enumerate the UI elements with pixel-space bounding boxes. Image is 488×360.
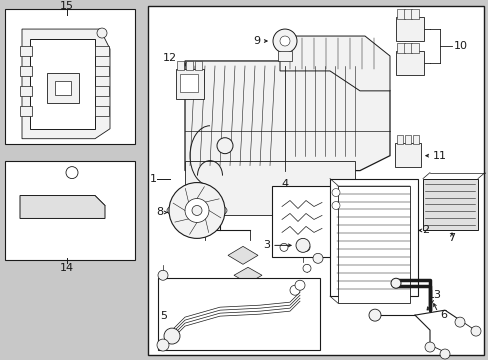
- Bar: [5, 161, 135, 260]
- Bar: [410, 43, 418, 53]
- Circle shape: [217, 138, 232, 154]
- Text: 9: 9: [252, 36, 260, 46]
- Text: 6: 6: [439, 310, 446, 320]
- Text: 11: 11: [432, 150, 446, 161]
- Circle shape: [272, 29, 296, 53]
- Bar: [47, 73, 79, 103]
- Bar: [20, 46, 32, 56]
- Circle shape: [192, 206, 202, 216]
- Text: 2: 2: [421, 225, 428, 235]
- Circle shape: [294, 280, 305, 290]
- Bar: [412, 135, 418, 144]
- Bar: [337, 185, 409, 303]
- Circle shape: [303, 264, 310, 272]
- Circle shape: [280, 243, 287, 251]
- Bar: [396, 9, 404, 19]
- Text: 14: 14: [60, 263, 74, 273]
- Bar: [395, 51, 423, 75]
- Bar: [20, 106, 32, 116]
- Bar: [422, 179, 477, 230]
- Bar: [271, 185, 333, 257]
- Bar: [396, 135, 402, 144]
- Circle shape: [368, 309, 380, 321]
- Bar: [396, 43, 404, 53]
- Polygon shape: [227, 246, 258, 264]
- Bar: [404, 135, 410, 144]
- Circle shape: [331, 189, 339, 197]
- Circle shape: [390, 278, 400, 288]
- Circle shape: [163, 328, 180, 344]
- Text: 4: 4: [281, 179, 288, 189]
- Text: 7: 7: [447, 233, 455, 243]
- Circle shape: [158, 270, 168, 280]
- Circle shape: [66, 167, 78, 179]
- Circle shape: [169, 183, 224, 238]
- Bar: [95, 66, 109, 76]
- Circle shape: [157, 339, 169, 351]
- Text: 1: 1: [150, 174, 157, 184]
- Bar: [395, 17, 423, 41]
- Text: 5: 5: [160, 311, 167, 321]
- Circle shape: [454, 317, 464, 327]
- Bar: [410, 9, 418, 19]
- Bar: [20, 86, 32, 96]
- Bar: [95, 46, 109, 56]
- Polygon shape: [234, 267, 262, 283]
- Text: 3: 3: [263, 240, 269, 250]
- Bar: [177, 61, 183, 70]
- Bar: [55, 81, 71, 95]
- Bar: [20, 66, 32, 76]
- Bar: [329, 179, 417, 296]
- Bar: [158, 278, 319, 350]
- Bar: [195, 61, 202, 70]
- Text: 13: 13: [427, 290, 441, 300]
- Bar: [394, 143, 420, 167]
- Bar: [278, 51, 291, 61]
- Text: 15: 15: [60, 1, 74, 11]
- Bar: [176, 69, 203, 99]
- Bar: [403, 9, 411, 19]
- Circle shape: [184, 198, 208, 222]
- Polygon shape: [184, 61, 389, 171]
- Ellipse shape: [167, 202, 226, 220]
- Bar: [95, 86, 109, 96]
- Circle shape: [302, 243, 309, 251]
- Polygon shape: [22, 29, 110, 139]
- Bar: [403, 43, 411, 53]
- Polygon shape: [20, 195, 105, 219]
- Bar: [30, 39, 95, 129]
- Circle shape: [424, 342, 434, 352]
- Circle shape: [280, 36, 289, 46]
- Bar: [95, 106, 109, 116]
- Text: 12: 12: [163, 53, 177, 63]
- Circle shape: [289, 285, 299, 295]
- Bar: [184, 161, 354, 216]
- Polygon shape: [280, 36, 389, 91]
- Circle shape: [331, 202, 339, 210]
- Circle shape: [312, 253, 323, 263]
- Text: 10: 10: [453, 41, 467, 51]
- Text: 8: 8: [156, 207, 163, 217]
- Bar: [148, 6, 483, 355]
- Circle shape: [295, 238, 309, 252]
- Circle shape: [470, 326, 480, 336]
- Bar: [180, 74, 198, 92]
- Bar: [185, 61, 193, 70]
- Circle shape: [439, 349, 449, 359]
- Bar: [5, 9, 135, 144]
- Circle shape: [97, 28, 107, 38]
